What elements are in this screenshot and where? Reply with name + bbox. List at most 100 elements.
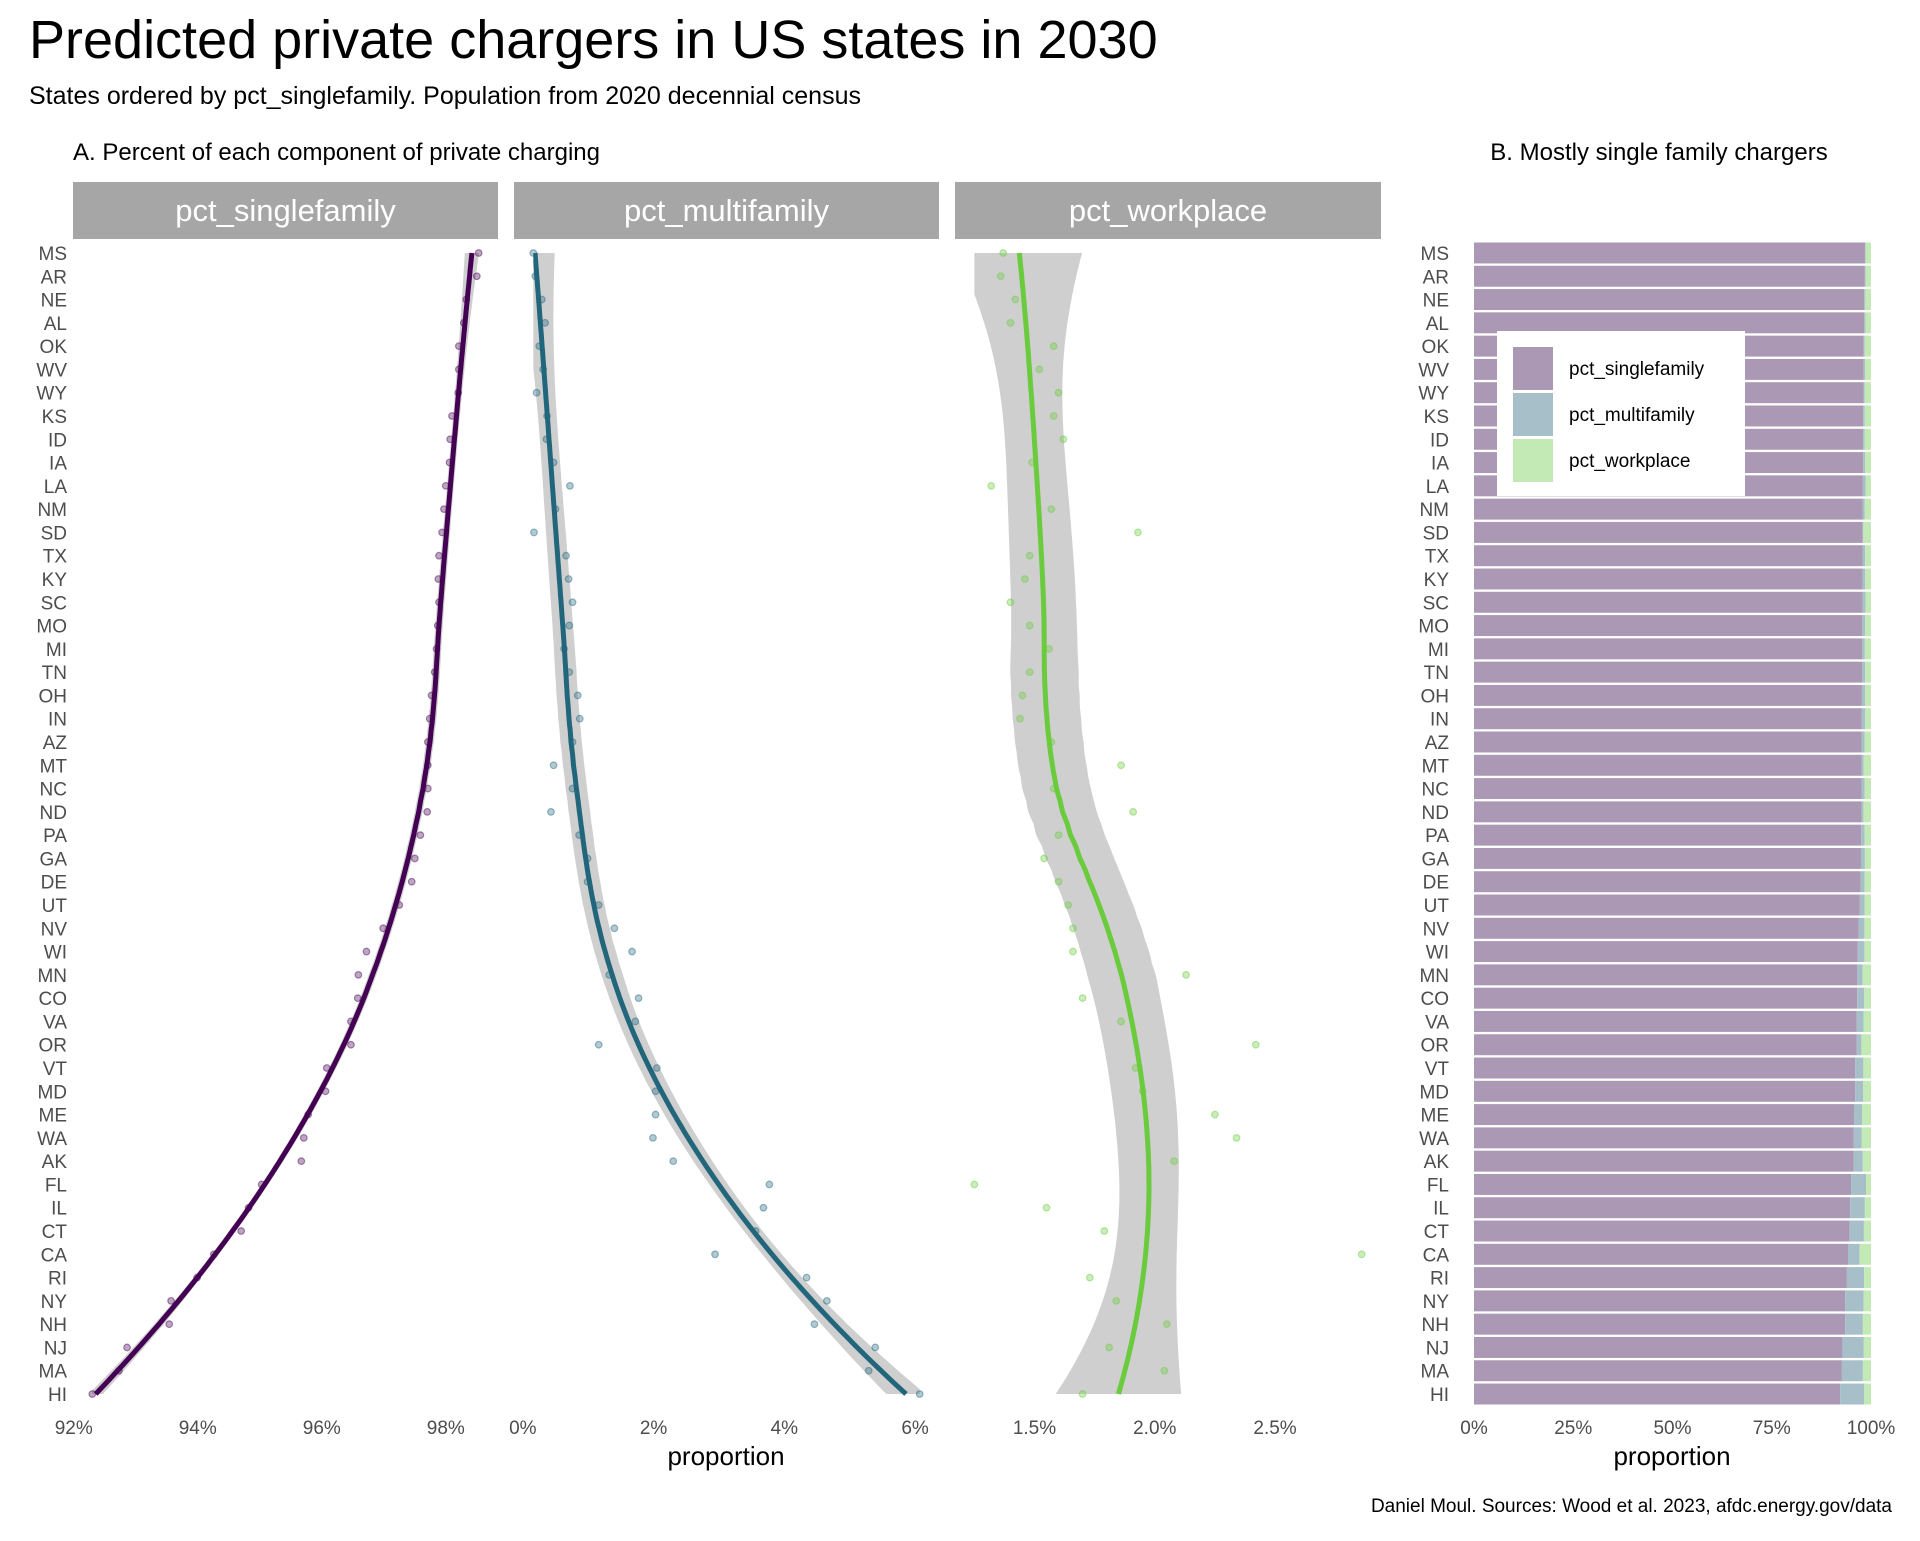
bar-ND-pct_workplace	[1863, 801, 1871, 823]
facet-strip-label: pct_workplace	[1069, 193, 1267, 228]
y-tick-label: AK	[42, 1152, 68, 1173]
data-point-WA	[299, 1133, 308, 1142]
facet-pct_workplace: pct_workplace 1.5% 2.0% 2.5%	[955, 182, 1381, 1439]
bar-GA-pct_workplace	[1864, 847, 1871, 869]
x-tick-label: 0%	[1460, 1418, 1488, 1439]
y-tick-label: VA	[1425, 1012, 1449, 1033]
bar-WA-pct_singlefamily	[1474, 1127, 1854, 1149]
data-point-MN	[354, 970, 363, 979]
bar-OK-pct_multifamily	[1863, 335, 1865, 357]
data-point-MD	[321, 1087, 330, 1096]
x-tick-label: 50%	[1653, 1418, 1691, 1439]
data-point-GA	[410, 854, 419, 863]
y-tick-label: TN	[42, 663, 67, 684]
data-point-NH	[165, 1320, 174, 1329]
y-tick-label: RI	[1430, 1269, 1449, 1290]
data-point-OR	[1251, 1040, 1260, 1049]
x-tick-label: 100%	[1847, 1418, 1896, 1439]
data-point-WV	[539, 365, 548, 374]
bar-NJ-pct_multifamily	[1842, 1336, 1864, 1358]
bar-TN-pct_multifamily	[1862, 661, 1866, 683]
y-tick-label: UT	[1424, 896, 1450, 917]
data-point-MA	[1160, 1366, 1169, 1375]
y-tick-label: GA	[1422, 849, 1450, 870]
data-point-AL	[459, 318, 468, 327]
facet-strip-label: pct_multifamily	[624, 193, 829, 228]
data-point-HI	[915, 1390, 924, 1398]
data-point-RI	[193, 1273, 202, 1282]
y-tick-label: AR	[1423, 267, 1449, 288]
data-point-NV	[1069, 924, 1077, 933]
bar-NE-pct_multifamily	[1864, 289, 1866, 311]
bar-MT-pct_singlefamily	[1474, 754, 1862, 776]
y-tick-label: AK	[1424, 1152, 1450, 1173]
bar-NC-pct_singlefamily	[1474, 778, 1862, 800]
data-point-LA	[987, 481, 996, 490]
bar-KY-pct_workplace	[1865, 568, 1871, 590]
bar-CO-pct_singlefamily	[1474, 987, 1858, 1009]
facet-pct_multifamily: pct_multifamily 0% 2% 4% 6%	[509, 182, 939, 1439]
data-point-ND	[423, 807, 432, 816]
data-point-WY	[1054, 388, 1063, 397]
bar-VT-pct_multifamily	[1855, 1057, 1864, 1079]
y-tick-label: OH	[39, 686, 68, 707]
data-point-OH	[427, 691, 436, 700]
bar-NE-pct_singlefamily	[1474, 289, 1865, 311]
bar-CO-pct_workplace	[1864, 987, 1871, 1009]
data-point-RI	[1085, 1273, 1094, 1282]
bar-TX-pct_multifamily	[1862, 545, 1866, 567]
y-tick-label: FL	[1427, 1175, 1449, 1196]
y-tick-label: MS	[39, 244, 68, 265]
bar-NJ-pct_workplace	[1863, 1336, 1871, 1358]
bar-AL-pct_multifamily	[1864, 312, 1866, 334]
y-tick-label: WI	[1426, 943, 1449, 964]
x-axis-title-a: proportion	[667, 1441, 784, 1471]
data-point-MO	[1025, 621, 1034, 630]
data-point-VT	[652, 1064, 661, 1072]
data-point-FL	[257, 1180, 266, 1189]
bar-ID-pct_workplace	[1864, 428, 1871, 450]
data-point-WA	[649, 1133, 657, 1142]
bar-AL-pct_workplace	[1865, 312, 1871, 334]
x-tick-label: 94%	[179, 1418, 217, 1439]
bar-KY-pct_singlefamily	[1474, 568, 1863, 590]
y-tick-label: IN	[48, 710, 67, 731]
data-point-MT	[1117, 761, 1125, 770]
y-tick-label: MO	[36, 617, 67, 638]
data-point-IL	[244, 1203, 253, 1212]
y-tick-label: CT	[42, 1222, 68, 1243]
y-tick-label: MD	[37, 1082, 67, 1103]
bar-ID-pct_multifamily	[1863, 428, 1865, 450]
bar-IN-pct_singlefamily	[1474, 708, 1862, 730]
y-tick-label: FL	[45, 1175, 67, 1196]
data-point-OK	[1049, 342, 1058, 351]
legend-key-pct_workplace	[1513, 439, 1553, 482]
bar-NM-pct_workplace	[1864, 498, 1871, 520]
bar-AR-pct_workplace	[1865, 265, 1871, 287]
bar-WI-pct_workplace	[1864, 941, 1871, 963]
x-tick-label: 1.5%	[1013, 1418, 1056, 1439]
data-point-MO	[565, 621, 574, 630]
y-tick-label: NV	[41, 919, 68, 940]
bar-MT-pct_multifamily	[1861, 754, 1864, 776]
legend-label: pct_multifamily	[1569, 405, 1695, 426]
bar-CT-pct_singlefamily	[1474, 1220, 1850, 1242]
bar-MT-pct_workplace	[1863, 754, 1871, 776]
bar-WY-pct_workplace	[1864, 382, 1871, 404]
bar-OK-pct_workplace	[1864, 335, 1871, 357]
smooth-line	[533, 252, 908, 1396]
data-point-WV	[1035, 365, 1044, 374]
data-point-AR	[996, 272, 1005, 281]
y-tick-label: PA	[43, 826, 67, 847]
data-point-OH	[1018, 691, 1027, 700]
data-point-KY	[434, 575, 443, 583]
data-point-NV	[379, 924, 388, 933]
y-tick-label: MT	[40, 756, 68, 777]
bar-MD-pct_workplace	[1863, 1080, 1871, 1102]
data-point-HI	[1078, 1390, 1087, 1398]
data-point-AL	[541, 318, 549, 327]
data-point-KY	[564, 575, 573, 583]
y-tick-label: NE	[41, 291, 67, 312]
bar-TN-pct_singlefamily	[1474, 661, 1863, 683]
caption: Daniel Moul. Sources: Wood et al. 2023, …	[1371, 1496, 1892, 1517]
